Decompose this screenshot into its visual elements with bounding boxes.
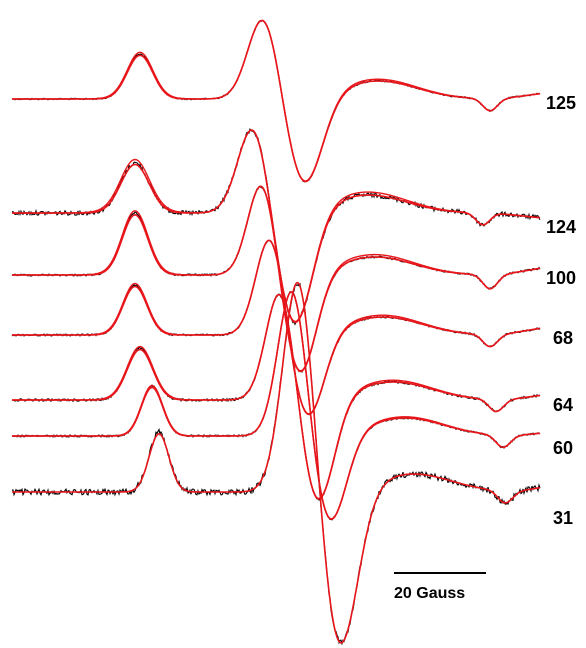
trace-31 — [11, 281, 541, 646]
trace-label-60: 60 — [553, 438, 573, 458]
trace-124-simulated-line — [12, 129, 541, 324]
trace-100-simulated-line-2 — [12, 185, 541, 372]
trace-60-experimental-line — [11, 291, 541, 521]
trace-64-simulated-line — [12, 293, 541, 500]
trace-100 — [11, 185, 541, 373]
trace-60 — [11, 291, 541, 521]
trace-68-simulated-line-2 — [12, 239, 541, 415]
trace-label-68: 68 — [553, 328, 573, 348]
trace-125-experimental-line — [11, 19, 541, 183]
trace-64-experimental-line — [11, 293, 541, 501]
trace-68-simulated-line — [12, 239, 541, 416]
trace-label-124: 124 — [546, 217, 576, 237]
trace-label-31: 31 — [553, 508, 573, 528]
scale-bar-label: 20 Gauss — [394, 585, 465, 602]
trace-124 — [11, 128, 541, 326]
spectra-traces — [11, 19, 541, 646]
trace-68-experimental-line — [11, 239, 541, 416]
trace-64 — [11, 293, 541, 501]
trace-label-125: 125 — [546, 93, 576, 113]
trace-125-simulated-line-2 — [12, 19, 541, 182]
trace-68 — [11, 239, 541, 416]
trace-31-simulated-line — [12, 281, 541, 644]
trace-label-64: 64 — [553, 395, 573, 415]
scale-bar: 20 Gauss — [394, 572, 486, 602]
trace-124-experimental-line — [11, 128, 541, 326]
trace-60-simulated-line-2 — [12, 291, 541, 520]
trace-125 — [11, 19, 541, 183]
trace-124-simulated-line-2 — [12, 129, 541, 323]
trace-64-simulated-line-2 — [12, 293, 541, 500]
trace-labels: 125 124 100 68 64 60 31 — [546, 93, 576, 528]
trace-label-100: 100 — [546, 268, 576, 288]
trace-125-simulated-line — [12, 19, 541, 183]
